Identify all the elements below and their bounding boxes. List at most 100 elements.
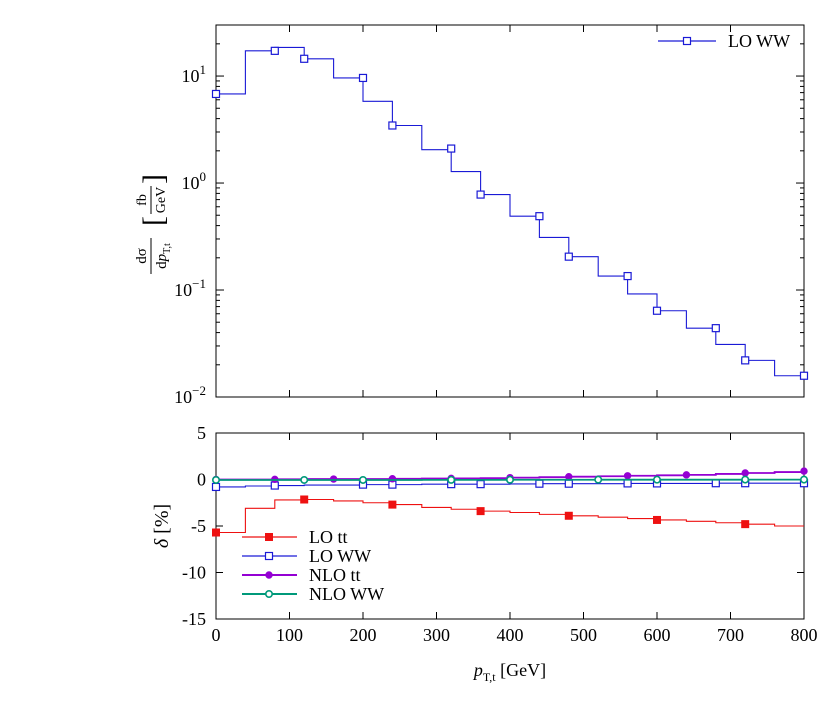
data-point-lo-ww-12: [741, 356, 750, 365]
data-point-lo-tt-5: [653, 515, 661, 524]
bottom-plot-frame: [215, 432, 805, 620]
x-tick-label-100: 100: [276, 625, 303, 645]
data-point-nlo-ww-6: [652, 475, 661, 484]
legend-label: LO WW: [728, 31, 790, 51]
x-tick-label-500: 500: [570, 625, 597, 645]
legend-item-lo-ww: LO WW: [658, 31, 790, 51]
y-label-unit-bottom: GeV: [154, 187, 169, 213]
y-label-group: δ [%]: [151, 504, 173, 548]
x-axis-label: pT,t [GeV]: [472, 660, 546, 684]
x-tick-label-400: 400: [497, 625, 524, 645]
series-line-lo-ww: [216, 46, 804, 377]
data-point-lo-ww-13: [799, 371, 809, 380]
series-lo-ww: [211, 46, 809, 380]
y-tick-label-0: 5: [197, 423, 206, 443]
data-point-lo-ww-7: [564, 479, 573, 488]
legend-label: NLO WW: [309, 584, 384, 604]
legend-label: NLO tt: [309, 565, 361, 585]
y-label-bracket-open: [: [137, 216, 170, 226]
data-point-nlo-ww-0: [212, 475, 221, 484]
legend-marker: [264, 589, 273, 598]
data-point-lo-ww-6: [476, 190, 485, 199]
top-y-tick-label: 10−1: [174, 276, 206, 300]
x-tick-label-600: 600: [644, 625, 671, 645]
legend-item-nlo-tt: NLO tt: [242, 565, 361, 585]
legend-marker: [264, 551, 274, 561]
data-point-lo-ww-9: [623, 271, 632, 281]
y-tick-label-2: -5: [191, 516, 206, 536]
x-tick-label-800: 800: [791, 625, 818, 645]
top-y-tick-label: 100: [182, 169, 207, 193]
x-label-text: pT,t [GeV]: [472, 660, 546, 684]
legend-item-lo-ww: LO WW: [242, 546, 371, 566]
y-label-bracket-close: ]: [137, 174, 170, 184]
data-point-nlo-ww-2: [358, 475, 367, 484]
data-point-lo-ww-5: [476, 480, 485, 489]
x-tick-label-300: 300: [423, 625, 450, 645]
data-point-nlo-ww-3: [447, 475, 456, 484]
data-point-lo-tt-4: [564, 511, 573, 520]
top-series: [211, 46, 809, 380]
series-line-lo-tt: [216, 498, 804, 534]
bottom-ticks: 0 100 200 300 400 500 600 700 800 5 0 -5 -10 -15: [182, 423, 818, 645]
data-point-lo-ww-2: [300, 54, 309, 63]
data-point-nlo-ww-4: [505, 475, 514, 484]
data-point-nlo-ww-8: [799, 475, 808, 484]
data-point-lo-tt-6: [741, 520, 750, 529]
x-tick-label-200: 200: [350, 625, 377, 645]
legend-marker: [265, 533, 273, 541]
data-point-lo-ww-1: [270, 481, 279, 490]
data-point-nlo-tt-2: [329, 475, 338, 483]
bottom-panel: 0 100 200 300 400 500 600 700 800 5 0 -5 -10 -15 LO t…: [151, 423, 818, 684]
data-point-nlo-tt-7: [623, 472, 632, 480]
top-y-tick-label: 101: [182, 62, 207, 86]
series-lo-tt: [212, 495, 804, 537]
series-nlo-ww: [212, 475, 808, 484]
y-label-numerator: dσ: [134, 248, 150, 264]
data-point-lo-tt-1: [300, 495, 309, 504]
data-point-lo-tt-2: [388, 500, 397, 509]
data-point-lo-ww-10: [711, 479, 720, 488]
y-tick-label-1: 0: [197, 470, 206, 490]
legend-marker: [265, 571, 273, 579]
y-tick-label-3: -10: [182, 563, 206, 583]
top-legend: LO WW: [658, 31, 790, 51]
data-point-lo-ww-6: [535, 479, 544, 488]
series-line-lo-ww: [216, 482, 804, 488]
data-point-nlo-ww-1: [300, 475, 309, 484]
data-point-lo-tt-3: [476, 507, 485, 516]
legend-label: LO WW: [309, 546, 371, 566]
legend-item-nlo-ww: NLO WW: [242, 584, 384, 604]
x-tick-label-0: 0: [212, 625, 221, 645]
legend-marker: [682, 36, 692, 46]
top-ticks: 10−2 10−1 100 101: [174, 24, 805, 407]
x-tick-label-700: 700: [717, 625, 744, 645]
data-point-lo-ww-1: [270, 46, 279, 55]
data-point-lo-ww-8: [623, 479, 632, 488]
y-label-denominator: dpT,t: [154, 243, 173, 269]
data-point-lo-tt-0: [212, 528, 220, 537]
data-point-nlo-ww-5: [594, 475, 603, 484]
y-label-text: δ [%]: [151, 504, 173, 548]
data-point-lo-ww-3: [358, 73, 368, 83]
data-point-lo-ww-10: [652, 306, 662, 315]
top-y-tick-label: 10−2: [174, 383, 206, 407]
data-point-lo-ww-4: [388, 121, 397, 130]
data-point-nlo-tt-3: [388, 475, 397, 483]
data-point-nlo-tt-9: [741, 469, 749, 477]
bottom-series: [211, 467, 809, 537]
legend-item-lo-tt: LO tt: [242, 527, 348, 547]
bottom-y-axis-label: δ [%]: [151, 504, 173, 548]
data-point-lo-ww-5: [447, 144, 456, 153]
data-point-nlo-tt-10: [800, 467, 808, 475]
data-point-lo-ww-11: [711, 324, 720, 333]
legend-label: LO tt: [309, 527, 348, 547]
data-point-nlo-ww-7: [741, 475, 750, 484]
y-label-unit-top: fb: [135, 194, 150, 206]
data-point-lo-ww-8: [564, 252, 573, 261]
